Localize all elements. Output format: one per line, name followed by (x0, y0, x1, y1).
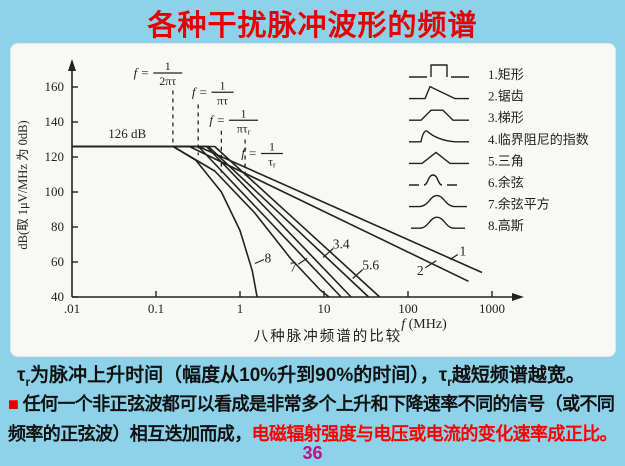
legend-label: 7.余弦平方 (488, 197, 550, 212)
legend-item (409, 130, 469, 143)
note-text: r (447, 374, 452, 389)
curve-label-7: 7 (290, 259, 297, 274)
note-highlight: ■ (8, 394, 23, 414)
note-highlight: 电磁辐射强度与电压或电流的变化速率成正比。 (251, 424, 618, 444)
y-axis-arrow-icon (68, 59, 76, 71)
note-text: τ (438, 365, 448, 386)
y-tick-label: 40 (51, 289, 64, 304)
legend-item (409, 85, 469, 100)
curve-label-1: 1 (459, 244, 466, 259)
curve-label-leader (322, 248, 334, 258)
page-title: 各种干扰脉冲波形的频谱 (147, 10, 478, 42)
y-tick-label: 120 (45, 149, 65, 164)
curve-label-2: 2 (417, 263, 424, 278)
fraction-denominator: πτr (237, 121, 251, 136)
fraction-numerator: 1 (269, 140, 275, 154)
fraction-numerator: 1 (165, 59, 171, 73)
legend-label: 3.梯形 (488, 110, 524, 125)
cosine-icon (409, 174, 457, 186)
spectrum-chart: 40 60 80 100 120 140 160 .01 0.1 1 10 100 1000 dB(取 1… (16, 59, 589, 345)
curve-label-leader (254, 258, 265, 265)
x-axis-arrow-icon (512, 293, 524, 301)
note-superposition-1: ■ 任何一个非正弦波都可以看成是非常多个上升和下降速率不同的信号（或不同 (8, 390, 615, 416)
curve-label-3-4: 3.4 (333, 237, 350, 252)
page-number: 36 (302, 443, 323, 463)
y-tick-label: 160 (45, 79, 65, 94)
y-tick-label: 80 (51, 219, 64, 234)
spectrum-curve-3 (72, 145, 342, 298)
chart-caption: 八种脉冲频谱的比较 (254, 327, 403, 345)
note-superposition-2: 频率的正弦波）相互迭加而成，电磁辐射强度与电压或电流的变化速率成正比。 (8, 420, 618, 446)
legend-label: 8.高斯 (488, 218, 524, 233)
y-tick-label: 100 (45, 184, 65, 199)
legend-item (409, 64, 469, 78)
spectrum-curve-8 (72, 145, 258, 298)
formula-f-equals: f = (209, 112, 225, 127)
fraction-denominator: 2πτ (159, 74, 176, 88)
fraction-denominator: πτ (217, 93, 228, 107)
curve-label-leader (352, 269, 364, 279)
legend-item (409, 109, 469, 121)
sawtooth-icon (409, 85, 469, 100)
triangle-icon (409, 151, 469, 165)
break-freq-formula: f = 1τr (241, 140, 283, 170)
y-tick-label: 140 (45, 114, 65, 129)
spectrum-curve-7 (72, 145, 330, 298)
spectrum-curve-1 (72, 145, 483, 274)
note-text: 频率的正弦波）相互迭加而成， (8, 424, 252, 444)
damped-exp-icon (409, 130, 469, 143)
chart-panel: 40 60 80 100 120 140 160 .01 0.1 1 10 100 1000 dB(取 1… (10, 43, 616, 357)
formula-f-equals: f = (134, 65, 150, 80)
legend-item (409, 151, 469, 165)
note-rise-time: τr为脉冲上升时间（幅度从10%升到90%的时间），τr越短频谱越宽。 (17, 360, 585, 389)
note-text: 任何一个非正弦波都可以看成是非常多个上升和下降速率不同的信号（或不同 (22, 394, 615, 414)
legend-label: 5.三角 (488, 153, 524, 168)
curve-label-leader (297, 257, 308, 265)
trapezoid-icon (409, 109, 469, 121)
fraction-numerator: 1 (240, 106, 246, 120)
cosine-squared-icon (409, 194, 467, 208)
x-tick-label: 100 (398, 301, 418, 316)
x-tick-label: 0.1 (148, 301, 164, 316)
fraction-denominator: τr (268, 155, 276, 170)
curve-label-8: 8 (265, 251, 272, 266)
legend-item (411, 216, 465, 229)
x-axis-title: f (MHz) (401, 317, 447, 332)
legend-label: 4.临界阻尼的指数 (488, 132, 589, 147)
y-axis-title: dB(取 1μV/MHz 为 0dB) (16, 120, 30, 249)
curve-label-leader (449, 253, 459, 261)
curve-label-5-6: 5.6 (362, 258, 379, 273)
legend-item (409, 194, 467, 208)
legend-item (409, 174, 457, 186)
formula-f-equals: f = (192, 84, 208, 99)
x-tick-label: 1000 (479, 301, 505, 316)
x-tick-label: 1 (237, 301, 244, 316)
rect-pulse-icon (409, 64, 469, 78)
curve-label-leader (424, 260, 437, 269)
break-freq-formula: f = 1πτ (192, 78, 234, 107)
gaussian-icon (411, 216, 465, 229)
formula-f-equals: f = (241, 146, 257, 161)
note-text: 为脉冲上升时间（幅度从10%升到90%的时间）， (30, 365, 439, 386)
fraction-numerator: 1 (220, 78, 226, 92)
x-tick-label: 10 (318, 301, 331, 316)
note-text: 越短频谱越宽。 (451, 365, 585, 386)
legend-label: 1.矩形 (488, 67, 524, 82)
legend-label: 2.锯齿 (488, 89, 524, 104)
plateau-label: 126 dB (108, 126, 146, 141)
spectrum-curve-6 (72, 145, 381, 298)
legend-label: 6.余弦 (488, 175, 524, 190)
note-text: r (25, 374, 31, 389)
x-tick-label: .01 (64, 301, 80, 316)
note-text: τ (17, 365, 26, 386)
y-tick-label: 60 (51, 254, 64, 269)
